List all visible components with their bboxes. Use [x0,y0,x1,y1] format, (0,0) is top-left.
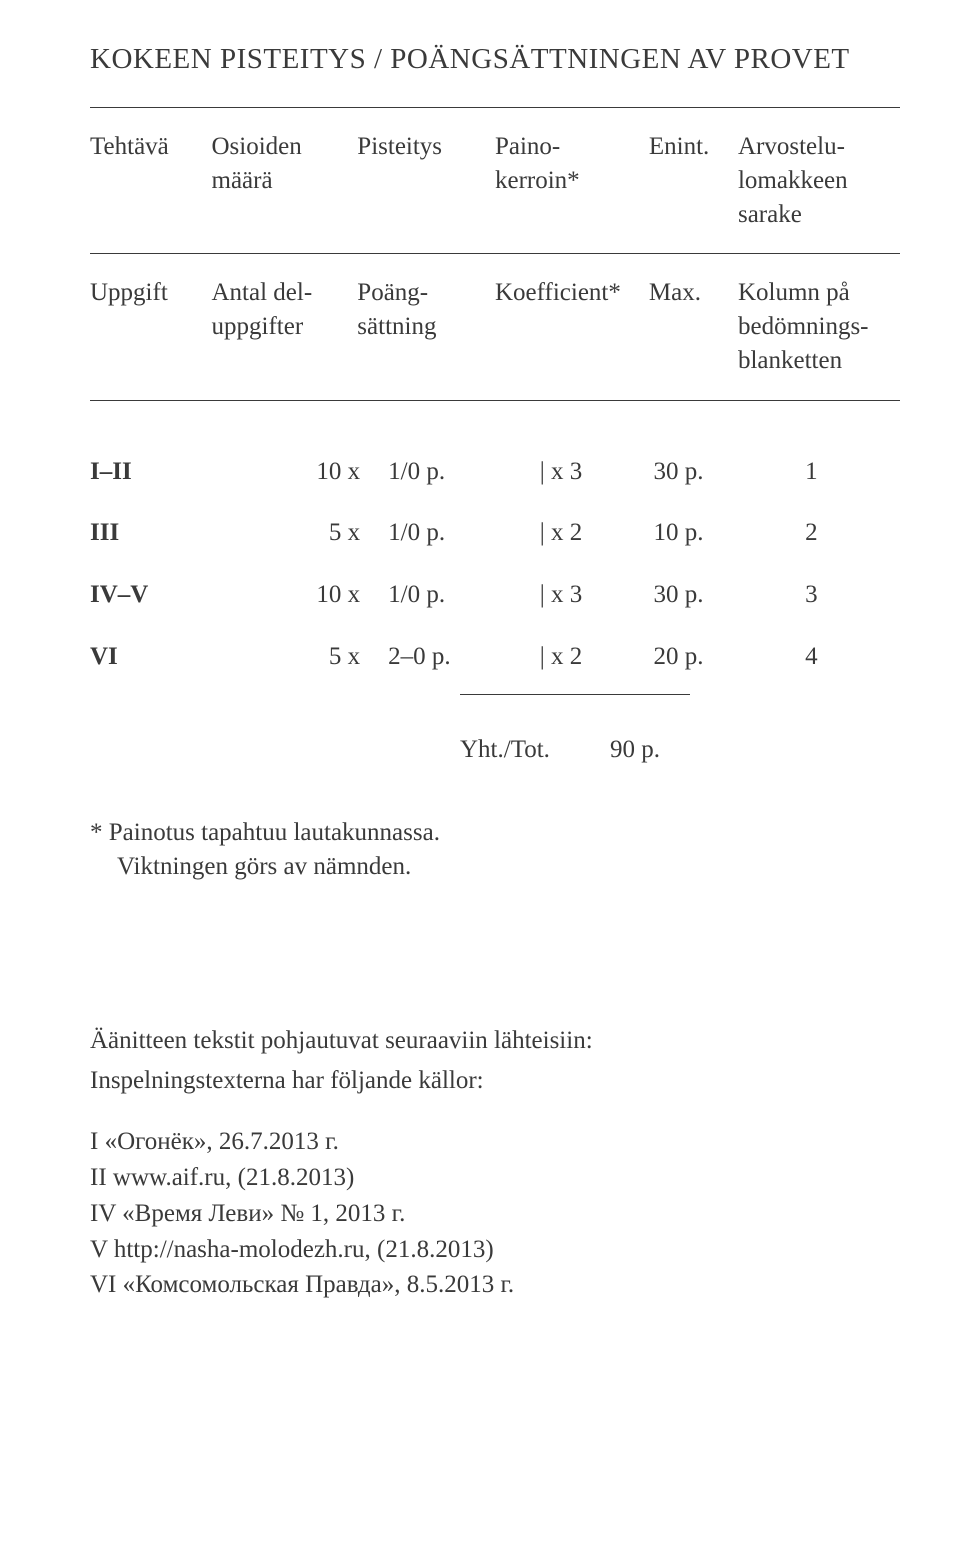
page: KOKEEN PISTEITYS / POÄNGSÄTTNINGEN AV PR… [0,0,960,1566]
header-table: Tehtävä Osioiden määrä Pisteitys Paino- … [90,108,900,253]
hdr-fi-c2a: Osioiden [212,133,302,160]
hdr-fi-c4a: Paino- [495,133,560,160]
source-item: V http://nasha-molodezh.ru, (21.8.2013) [90,1233,900,1267]
hdr-fi-c6a: Arvostelu- [738,133,845,160]
footnote-line2: Viktningen görs av nämnden. [90,850,900,884]
cell-c2: 10 x [232,564,388,626]
hdr-sv-c3: Poäng- sättning [357,254,495,399]
cell-c5: 10 p. [654,502,806,564]
cell-c1: VI [90,626,232,688]
cell-c1: III [90,502,232,564]
hdr-fi-c2: Osioiden määrä [212,108,358,253]
footnote-line1: * Painotus tapahtuu lautakunnassa. [90,816,900,850]
hdr-sv-c6c: blanketten [738,347,842,374]
source-item: II www.aif.ru, (21.8.2013) [90,1161,900,1195]
header-row-fi: Tehtävä Osioiden määrä Pisteitys Paino- … [90,108,900,253]
cell-c2: 5 x [232,626,388,688]
source-item: VI «Комсомольская Правда», 8.5.2013 г. [90,1268,900,1302]
sources-list: I «Огонёк», 26.7.2013 г. II www.aif.ru, … [90,1125,900,1302]
cell-c4: | x 2 [540,626,654,688]
hdr-sv-c2a: Antal del- [212,279,313,306]
table-row: VI 5 x 2–0 p. | x 2 20 p. 4 [90,626,900,688]
hdr-fi-c6b: lomakkeen [738,167,848,194]
table-row: I–II 10 x 1/0 p. | x 3 30 p. 1 [90,441,900,503]
cell-c5: 30 p. [654,441,806,503]
cell-c4: | x 2 [540,502,654,564]
hdr-fi-c4b: kerroin* [495,167,580,194]
sources-lead1: Äänitteen tekstit pohjautuvat seuraaviin… [90,1024,900,1058]
table-row: IV–V 10 x 1/0 p. | x 3 30 p. 3 [90,564,900,626]
cell-c6: 1 [805,441,900,503]
hdr-sv-c4: Koefficient* [495,254,649,399]
table-row: III 5 x 1/0 p. | x 2 10 p. 2 [90,502,900,564]
hdr-sv-c2b: uppgifter [212,313,304,340]
hdr-sv-c6b: bedömnings- [738,313,869,340]
hdr-fi-c4: Paino- kerroin* [495,108,649,253]
cell-c4: | x 3 [540,441,654,503]
hdr-sv-c1: Uppgift [90,254,212,399]
total-value: 90 p. [610,733,710,767]
cell-c3: 1/0 p. [388,502,540,564]
cell-c5: 30 p. [654,564,806,626]
data-table: I–II 10 x 1/0 p. | x 3 30 p. 1 III 5 x 1… [90,441,900,688]
hdr-sv-c3b: sättning [357,313,436,340]
cell-c3: 1/0 p. [388,564,540,626]
cell-c1: IV–V [90,564,232,626]
footnote: * Painotus tapahtuu lautakunnassa. Viktn… [90,816,900,884]
hdr-sv-c2: Antal del- uppgifter [212,254,358,399]
cell-c6: 2 [805,502,900,564]
total-label: Yht./Tot. [460,733,610,767]
hdr-sv-c5: Max. [649,254,738,399]
hdr-fi-c2b: määrä [212,167,273,194]
hdr-sv-c6: Kolumn på bedömnings- blanketten [738,254,900,399]
header-row-sv: Uppgift Antal del- uppgifter Poäng- sätt… [90,254,900,399]
hdr-fi-c5: Enint. [649,108,738,253]
hdr-fi-c3: Pisteitys [357,108,495,253]
total-rule [460,694,690,695]
hdr-sv-c6a: Kolumn på [738,279,850,306]
hdr-fi-c6: Arvostelu- lomakkeen sarake [738,108,900,253]
sources-block: Äänitteen tekstit pohjautuvat seuraaviin… [90,1024,900,1302]
cell-c3: 1/0 p. [388,441,540,503]
hdr-sv-c3a: Poäng- [357,279,428,306]
cell-c5: 20 p. [654,626,806,688]
page-title: KOKEEN PISTEITYS / POÄNGSÄTTNINGEN AV PR… [90,40,900,79]
cell-c6: 4 [805,626,900,688]
cell-c4: | x 3 [540,564,654,626]
cell-c2: 10 x [232,441,388,503]
cell-c2: 5 x [232,502,388,564]
total-row: Yht./Tot. 90 p. [90,733,900,767]
hdr-fi-c1: Tehtävä [90,108,212,253]
source-item: I «Огонёк», 26.7.2013 г. [90,1125,900,1159]
cell-c3: 2–0 p. [388,626,540,688]
cell-c6: 3 [805,564,900,626]
header-table-sv: Uppgift Antal del- uppgifter Poäng- sätt… [90,254,900,399]
cell-c1: I–II [90,441,232,503]
hdr-fi-c6c: sarake [738,201,802,228]
rule-mid2 [90,400,900,401]
source-item: IV «Время Леви» № 1, 2013 г. [90,1197,900,1231]
sources-lead2: Inspelningstexterna har följande källor: [90,1064,900,1098]
